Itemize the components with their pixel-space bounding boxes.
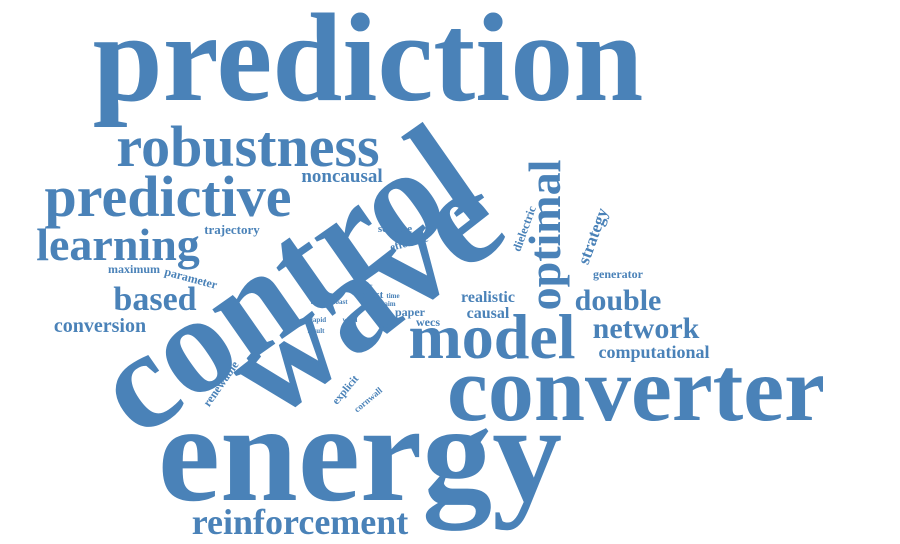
cloud-word-scheme: scheme — [378, 223, 412, 235]
cloud-word-wind: wind — [343, 316, 358, 324]
cloud-word-network: network — [593, 312, 700, 345]
cloud-word-result: result — [308, 327, 326, 335]
cloud-word-model: model — [408, 301, 575, 372]
cloud-word-data: data — [378, 322, 392, 330]
cloud-word-strategy: strategy — [574, 205, 612, 267]
cloud-word-trajectory: trajectory — [204, 222, 260, 237]
cloud-word-noncausal: noncausal — [301, 166, 382, 187]
cloud-word-converter: converter — [447, 338, 825, 440]
cloud-word-conversion: conversion — [54, 315, 146, 337]
cloud-word-coast: coast — [332, 298, 348, 306]
cloud-word-based: based — [113, 281, 196, 318]
cloud-word-realistic: realistic — [461, 289, 515, 306]
cloud-word-prediction: prediction — [93, 0, 644, 128]
cloud-word-paper: paper — [395, 305, 426, 319]
cloud-word-time: time — [386, 292, 399, 300]
cloud-word-causal: causal — [467, 305, 510, 322]
cloud-word-rapid: rapid — [310, 316, 326, 324]
cloud-word-learning: learning — [36, 219, 200, 270]
cloud-word-predictive: predictive — [45, 164, 292, 229]
cloud-word-double: double — [575, 284, 662, 317]
cloud-word-wecs: wecs — [416, 315, 440, 329]
cloud-word-body: body — [311, 298, 326, 306]
cloud-word-reinforcement: reinforcement — [192, 502, 409, 542]
cloud-word-maximum: maximum — [108, 262, 160, 276]
cloud-word-robustness: robustness — [116, 114, 379, 179]
cloud-word-solar: solar — [358, 282, 373, 290]
cloud-word-energy: energy — [158, 376, 562, 531]
cloud-word-generator: generator — [593, 267, 644, 281]
cloud-word-optimal: optimal — [519, 160, 570, 311]
cloud-word-aim: aim — [384, 300, 395, 308]
cloud-word-most: most — [361, 289, 384, 301]
cloud-word-computational: computational — [598, 342, 709, 362]
